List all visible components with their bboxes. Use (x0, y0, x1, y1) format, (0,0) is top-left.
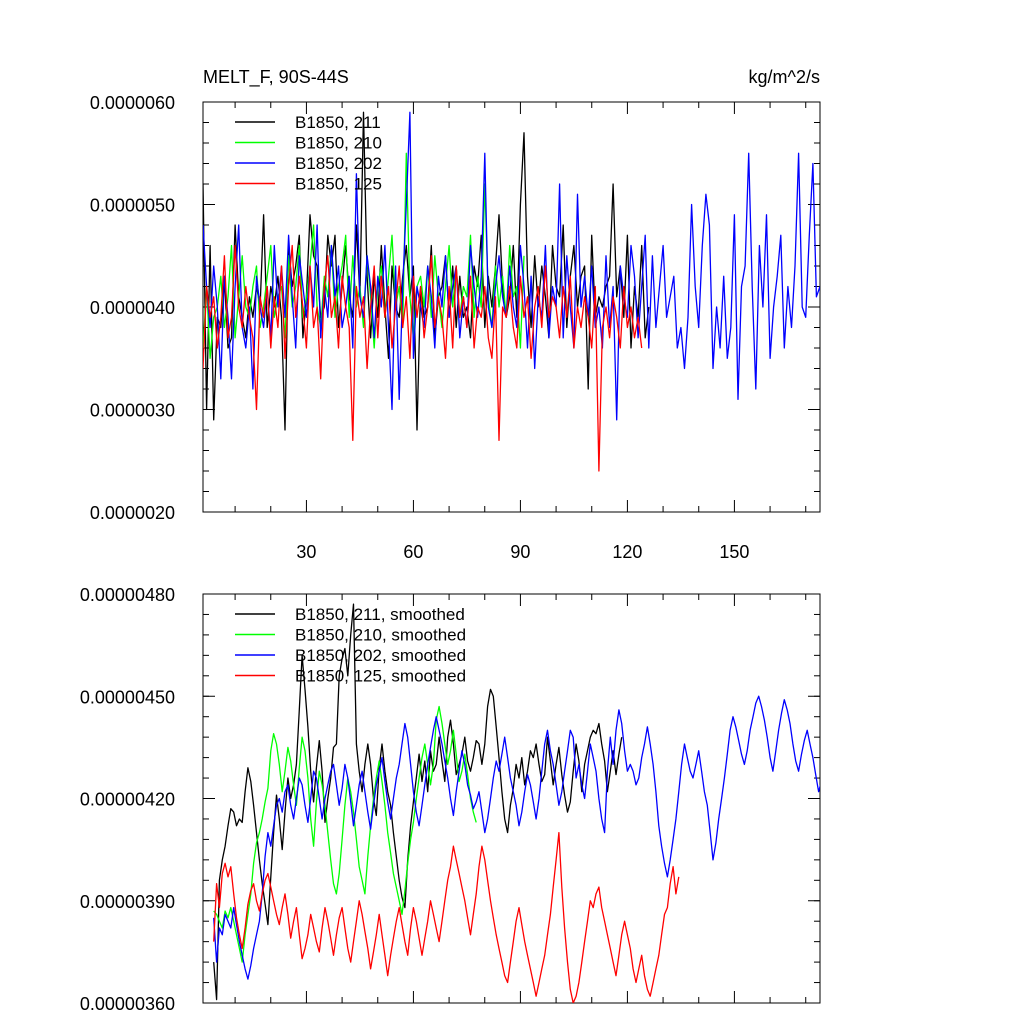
x-tick-label: 60 (403, 542, 423, 562)
legend-label: B1850, 210, smoothed (295, 626, 466, 645)
series-line-b1850-202 (213, 695, 820, 980)
y-tick-label: 0.00000480 (80, 585, 175, 605)
x-tick-label: 120 (612, 542, 642, 562)
y-tick-label: 0.00000390 (80, 892, 175, 912)
y-tick-label: 0.0000020 (90, 503, 175, 523)
series-line-b1850-210 (213, 705, 477, 963)
series-line-b1850-202 (203, 111, 820, 421)
y-tick-label: 0.0000050 (90, 196, 175, 216)
x-tick-label: 150 (719, 542, 749, 562)
series-line-b1850-211 (213, 603, 623, 1001)
series-line-b1850-211 (203, 111, 650, 431)
series-line-b1850-210 (203, 152, 525, 359)
legend-label: B1850, 125 (295, 175, 382, 194)
legend-label: B1850, 211, smoothed (295, 605, 465, 624)
y-tick-label: 0.00000360 (80, 994, 175, 1014)
legend-label: B1850, 210 (295, 134, 382, 153)
series-line-b1850-125 (203, 244, 643, 472)
bottom-panel-smoothed: 0.00000360 0.00000390 0.00000420 0.00000450… (80, 585, 821, 1014)
y-tick-label: 0.00000450 (80, 687, 175, 707)
series-line-b1850-125 (213, 831, 680, 1003)
y-tick-label: 0.0000040 (90, 298, 175, 318)
top-panel-raw: 0.0000020 0.0000030 0.0000040 0.0000050 0.00… (90, 93, 821, 562)
x-tick-label: 90 (510, 542, 530, 562)
legend-label: B1850, 125, smoothed (295, 667, 466, 686)
legend-label: B1850, 202, smoothed (295, 646, 466, 665)
units-label: kg/m^2/s (749, 67, 820, 87)
y-tick-label: 0.0000060 (90, 93, 175, 113)
x-tick-label: 30 (296, 542, 316, 562)
series-group (203, 111, 820, 472)
y-tick-label: 0.00000420 (80, 790, 175, 810)
series-group (213, 603, 820, 1003)
chart-title: MELT_F, 90S-44S (203, 67, 349, 88)
legend-label: B1850, 211 (295, 113, 381, 132)
y-tick-label: 0.0000030 (90, 401, 175, 421)
legend-label: B1850, 202 (295, 154, 382, 173)
